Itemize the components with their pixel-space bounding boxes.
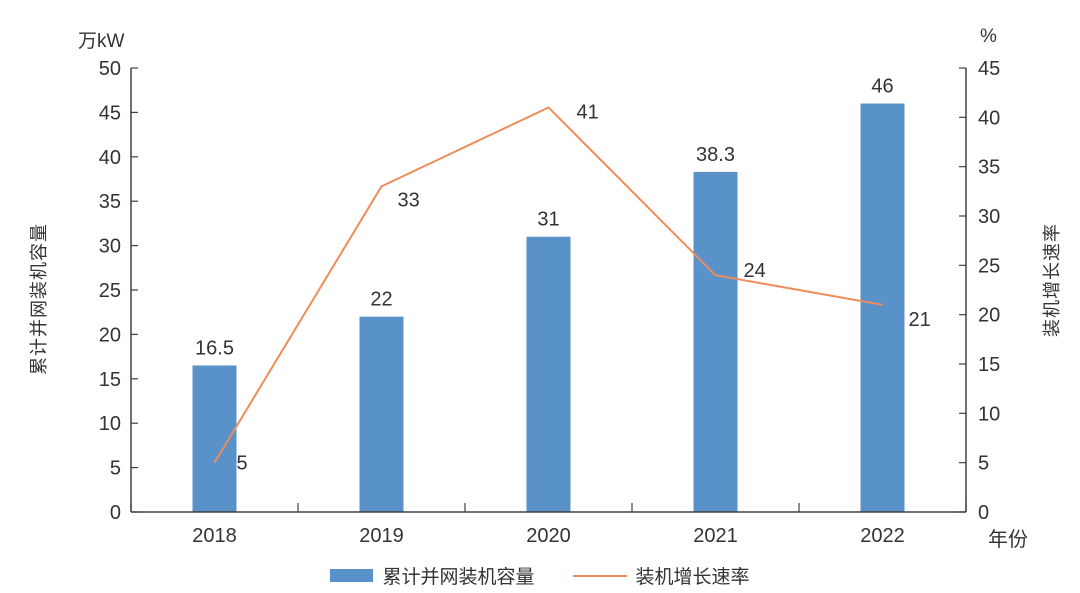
right-axis-tick-label-45: 45: [978, 58, 1000, 80]
right-axis-tick-label-35: 35: [978, 157, 1000, 179]
line-value-label-2021: 24: [744, 260, 766, 282]
bar-2022: [860, 103, 905, 513]
line-value-label-2020: 41: [577, 101, 599, 123]
right-axis-tick-label-25: 25: [978, 255, 1000, 277]
left-axis-tick-label-5: 5: [110, 458, 121, 480]
left-axis-tick-label-25: 25: [99, 280, 121, 302]
growth-rate-line: [213, 106, 883, 464]
right-axis-tick-label-15: 15: [978, 354, 1000, 376]
bar-value-label-2020: 31: [537, 209, 559, 231]
bar-series-swatch: [330, 569, 374, 582]
left-axis-tick-label-30: 30: [99, 236, 121, 258]
bar-value-label-2018: 16.5: [195, 337, 234, 359]
legend-item-bar-series: 累计并网装机容量: [330, 562, 535, 589]
x-axis-title: 年份: [988, 529, 1028, 551]
left-axis-tick-label-15: 15: [99, 369, 121, 391]
bar-2021: [693, 171, 738, 512]
bar-value-label-2022: 46: [871, 76, 893, 98]
left-axis-tick-label-45: 45: [99, 102, 121, 124]
legend: 累计并网装机容量 装机增长速率: [0, 562, 1080, 589]
left-axis-tick-label-40: 40: [99, 147, 121, 169]
left-axis-tick-label-20: 20: [99, 324, 121, 346]
left-axis-title: 累计并网装机容量: [29, 223, 49, 375]
right-axis-tick-label-5: 5: [978, 453, 989, 475]
right-axis-unit-label: %: [980, 26, 997, 47]
left-axis-tick-label-0: 0: [110, 502, 121, 524]
bar-2019: [359, 316, 404, 512]
line-value-label-2018: 5: [237, 453, 248, 475]
right-axis-tick-label-0: 0: [978, 502, 989, 524]
right-axis-tick-label-40: 40: [978, 107, 1000, 129]
bar-2020: [526, 236, 571, 512]
left-axis-tick-label-10: 10: [99, 413, 121, 435]
line-series-legend-label: 装机增长速率: [635, 567, 750, 588]
legend-item-line-series: 装机增长速率: [572, 562, 750, 589]
right-axis-tick-label-10: 10: [978, 403, 1000, 425]
bar-value-label-2021: 38.3: [696, 144, 735, 166]
bar-value-label-2019: 22: [370, 289, 392, 311]
x-category-label-2021: 2021: [693, 525, 738, 547]
left-axis-unit-label: 万kW: [78, 31, 125, 52]
left-axis-tick-label-35: 35: [99, 191, 121, 213]
x-category-label-2019: 2019: [359, 525, 404, 547]
x-category-label-2020: 2020: [526, 525, 571, 547]
right-axis-tick-label-30: 30: [978, 206, 1000, 228]
bar-series-legend-label: 累计并网装机容量: [382, 567, 535, 588]
right-axis-tick-label-20: 20: [978, 305, 1000, 327]
x-category-label-2018: 2018: [192, 525, 237, 547]
x-category-label-2022: 2022: [860, 525, 905, 547]
line-value-label-2019: 33: [398, 189, 420, 211]
line-series-swatch: [572, 574, 627, 577]
left-axis-tick-label-50: 50: [99, 58, 121, 80]
line-value-label-2022: 21: [909, 309, 931, 331]
right-axis-title: 装机增长速率: [1042, 223, 1062, 337]
